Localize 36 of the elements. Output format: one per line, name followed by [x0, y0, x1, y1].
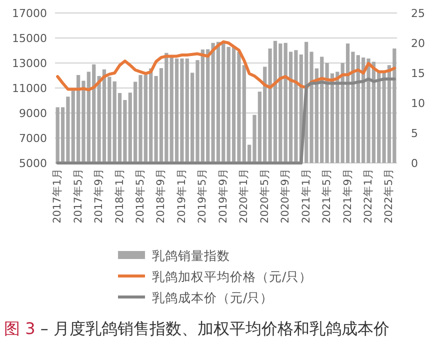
x-tick-label: 2018年5月 [134, 168, 146, 224]
x-tick-label: 2020年5月 [258, 168, 271, 224]
legend-label: 乳鸽加权平均价格（元/只） [152, 269, 312, 284]
y-tick-label: 5000 [19, 157, 47, 170]
y2-tick-label: 20 [411, 37, 425, 50]
x-tick-label: 2019年9月 [217, 168, 230, 224]
x-tick-label: 2019年5月 [196, 168, 209, 224]
x-tick-label: 2019年1月 [176, 168, 188, 224]
text: 图 3 – 月度乳鸽销售指数、加权平均价格和乳鸽成本价 [4, 319, 390, 338]
legend-label: 乳鸽销量指数 [152, 248, 230, 263]
x-tick-label: 2017年1月 [52, 168, 64, 224]
x-tick-label: 2017年9月 [93, 168, 106, 224]
line-series [56, 78, 396, 164]
y2-tick-label: 15 [411, 67, 425, 80]
y2-tick-label: 0 [411, 157, 418, 170]
x-tick-label: 2018年1月 [114, 168, 126, 224]
y-tick-label: 17000 [12, 7, 47, 20]
y-tick-label: 11000 [12, 82, 47, 95]
x-tick-label: 2022年5月 [383, 168, 396, 224]
x-tick-label: 2021年9月 [342, 168, 354, 224]
x-tick-label: 2021年5月 [321, 168, 334, 224]
line-series [56, 40, 396, 92]
x-tick-label: 2021年1月 [300, 168, 312, 224]
x-tick-label: 2022年1月 [362, 168, 374, 224]
y-tick-label: 9000 [19, 107, 47, 120]
y2-tick-label: 25 [411, 7, 425, 20]
x-tick-label: 2018年9月 [155, 168, 168, 224]
y-tick-label: 7000 [19, 132, 47, 145]
legend-label: 乳鸽成本价（元/只） [152, 290, 274, 305]
y-tick-label: 13000 [12, 57, 47, 70]
y-tick-label: 15000 [12, 32, 47, 45]
y2-tick-label: 10 [411, 97, 425, 110]
y2-tick-label: 5 [411, 127, 418, 140]
x-tick-label: 2020年9月 [280, 168, 292, 224]
x-tick-label: 2020年1月 [238, 168, 250, 224]
x-tick-label: 2017年5月 [72, 168, 84, 224]
